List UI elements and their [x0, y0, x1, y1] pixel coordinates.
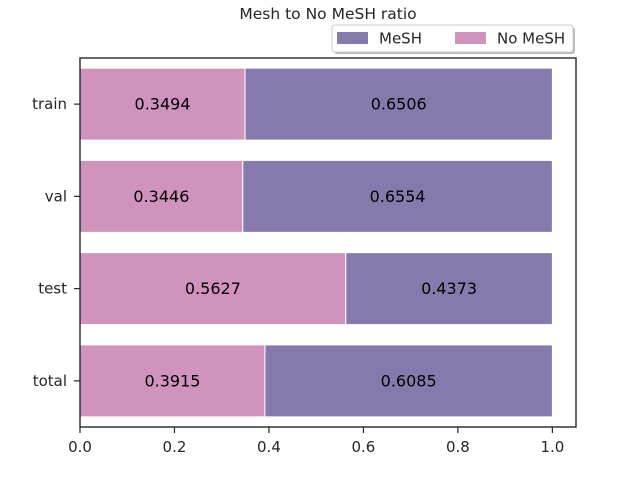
bar-mesh-test — [345, 252, 553, 326]
bars-layer — [79, 67, 553, 418]
y-tick-label-train: train — [32, 95, 67, 113]
legend-swatch-no-mesh — [455, 32, 486, 44]
legend-label-mesh: MeSH — [379, 30, 422, 48]
chart-title: Mesh to No MeSH ratio — [239, 5, 416, 23]
bar-mesh-val — [242, 159, 553, 233]
bar-label-mesh-train: 0.6506 — [371, 95, 427, 114]
bar-label-mesh-total: 0.6085 — [381, 371, 437, 390]
legend[interactable]: MeSH No MeSH — [331, 24, 575, 54]
y-axis: train val test total — [32, 95, 80, 390]
bar-label-no-mesh-test: 0.5627 — [185, 279, 241, 298]
bar-label-no-mesh-train: 0.3494 — [135, 95, 191, 114]
bar-no-mesh-val — [79, 159, 244, 233]
bar-label-no-mesh-val: 0.3446 — [133, 187, 189, 206]
bar-no-mesh-train — [79, 67, 246, 141]
bar-label-mesh-test: 0.4373 — [421, 279, 477, 298]
bar-no-mesh-test — [79, 252, 347, 326]
legend-label-no-mesh: No MeSH — [497, 30, 565, 48]
axes-frame — [79, 57, 577, 428]
bar-label-mesh-val: 0.6554 — [370, 187, 426, 206]
bar-label-no-mesh-total: 0.3915 — [144, 371, 200, 390]
bar-labels-layer: 0.3494 0.6506 0.3446 0.6554 0.5627 0.4373 0.39… — [133, 95, 477, 391]
bar-no-mesh-total — [79, 344, 266, 418]
x-tick-label-1: 0.2 — [163, 438, 187, 456]
x-tick-label-2: 0.4 — [257, 438, 281, 456]
x-axis: 0.0 0.2 0.4 0.6 0.8 1.0 — [68, 427, 564, 456]
bar-mesh-train — [244, 67, 553, 141]
legend-box — [331, 24, 574, 53]
x-tick-label-0: 0.0 — [68, 438, 92, 456]
y-tick-label-val: val — [45, 187, 67, 205]
y-tick-label-test: test — [38, 280, 67, 298]
y-tick-label-total: total — [33, 372, 67, 390]
legend-swatch-mesh — [337, 32, 368, 44]
x-tick-label-3: 0.6 — [351, 438, 375, 456]
x-tick-label-5: 1.0 — [540, 438, 564, 456]
bar-mesh-total — [264, 344, 553, 418]
x-tick-label-4: 0.8 — [446, 438, 470, 456]
